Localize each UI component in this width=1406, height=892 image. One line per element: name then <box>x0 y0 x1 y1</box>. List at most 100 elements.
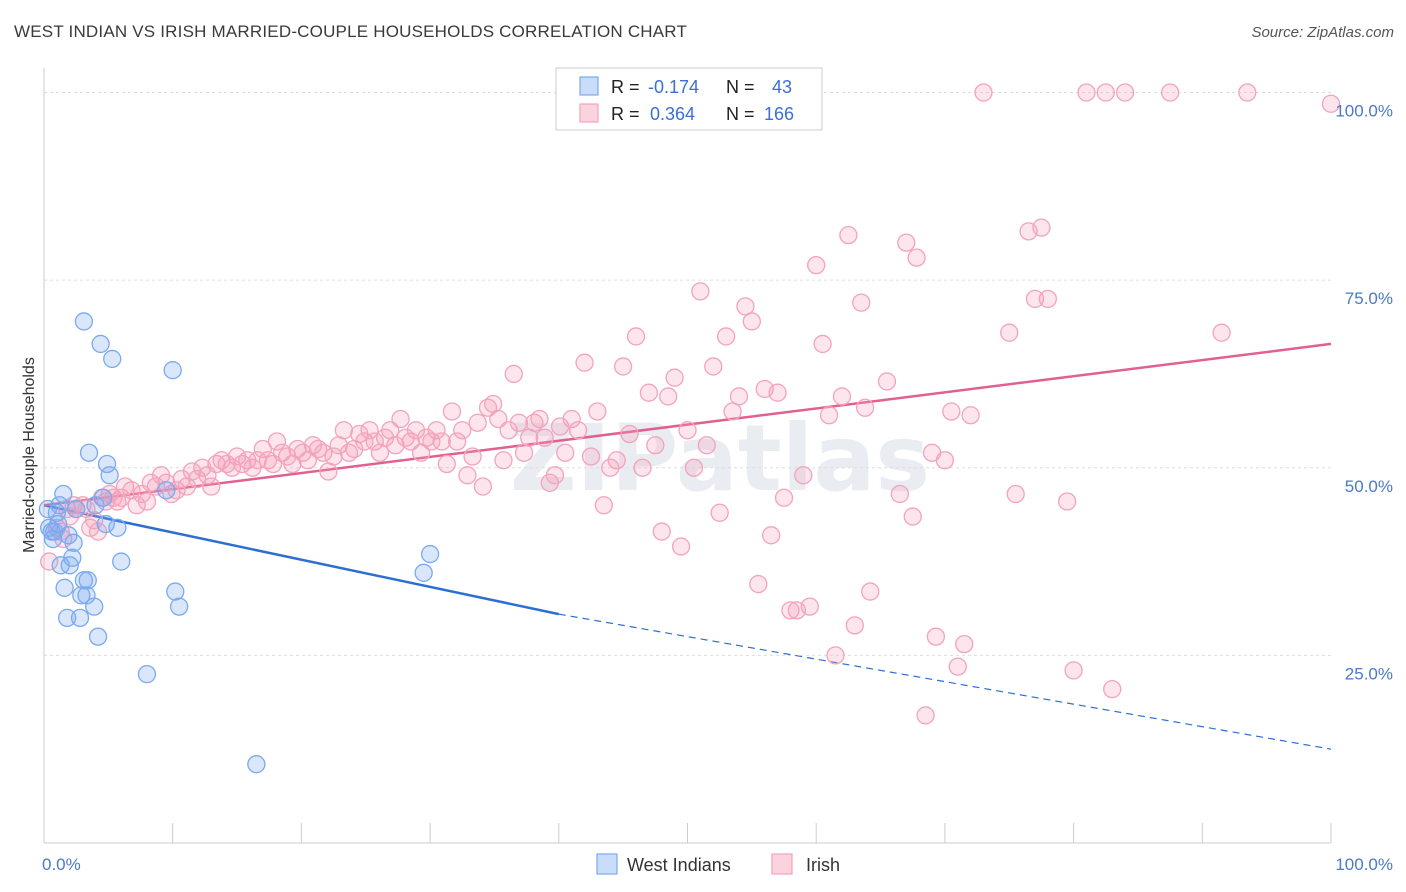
point-irish <box>432 432 451 451</box>
point-irish <box>749 574 768 594</box>
point-irish <box>955 634 974 654</box>
point-irish <box>253 439 272 459</box>
stats-r-value-2: 0.364 <box>650 104 695 124</box>
point-irish <box>535 428 554 447</box>
y-tick-label-100: 100.0% <box>1335 102 1393 121</box>
point-irish <box>267 432 287 451</box>
axes <box>43 68 1332 844</box>
point-irish <box>665 368 684 387</box>
point-irish <box>1000 323 1019 342</box>
point-irish <box>447 432 467 451</box>
point-irish <box>907 248 926 267</box>
point-irish <box>877 372 897 391</box>
point-irish <box>545 466 565 485</box>
point-irish <box>678 421 697 440</box>
point-irish <box>556 443 575 462</box>
point-irish <box>1321 94 1341 113</box>
point-irish <box>826 646 845 665</box>
point-irish <box>1064 661 1083 680</box>
point-irish <box>633 458 652 477</box>
point-west-indians <box>74 312 94 331</box>
legend-label-west-indians: West Indians <box>627 855 731 875</box>
point-irish <box>729 387 749 406</box>
point-irish <box>723 402 742 421</box>
point-west-indians <box>72 586 91 605</box>
point-west-indians <box>86 496 105 515</box>
point-irish <box>167 481 186 500</box>
point-irish <box>509 413 529 432</box>
point-irish <box>601 458 620 477</box>
trend-line-west-indians <box>43 504 560 616</box>
point-irish <box>588 402 607 421</box>
point-irish <box>607 451 626 470</box>
point-irish <box>903 507 922 526</box>
point-irish <box>852 293 871 312</box>
point-irish <box>742 312 761 331</box>
point-irish <box>845 616 864 635</box>
point-irish <box>334 421 354 440</box>
point-west-indians <box>157 481 176 500</box>
point-irish <box>839 225 858 245</box>
stats-n-value-2: 166 <box>764 104 794 124</box>
point-irish <box>855 398 875 417</box>
stats-n-label-1: N = <box>726 77 755 97</box>
point-irish <box>614 357 633 376</box>
point-irish <box>1238 83 1257 102</box>
point-irish <box>781 601 800 620</box>
point-irish <box>832 387 852 406</box>
stats-r-label-2: R = <box>611 104 640 124</box>
legend-swatch-irish <box>771 853 793 875</box>
chart-title: WEST INDIAN VS IRISH MARRIED-COUPLE HOUS… <box>14 22 688 41</box>
point-west-indians <box>59 526 78 545</box>
point-irish <box>710 503 729 522</box>
point-west-indians <box>54 484 73 504</box>
point-irish <box>639 383 659 402</box>
point-irish <box>594 496 613 515</box>
point-irish <box>768 383 787 402</box>
point-irish <box>568 421 588 440</box>
y-tick-label-25: 25.0% <box>1345 664 1393 683</box>
point-west-indians <box>67 499 86 519</box>
point-west-indians <box>88 627 108 646</box>
point-irish <box>652 522 671 541</box>
point-irish <box>314 443 333 462</box>
point-irish <box>1077 83 1096 102</box>
point-irish <box>1160 83 1180 102</box>
point-irish <box>39 552 59 571</box>
point-irish <box>659 387 678 406</box>
x-tick-label-100: 100.0% <box>1335 855 1393 874</box>
point-irish <box>406 421 426 440</box>
point-irish <box>473 477 493 496</box>
point-irish <box>684 458 704 477</box>
point-irish <box>365 432 384 451</box>
trend-lines <box>43 342 1332 750</box>
point-west-indians <box>137 664 157 684</box>
source-label: Source: ZipAtlas.com <box>1251 24 1394 41</box>
point-west-indians <box>63 548 82 567</box>
point-west-indians <box>74 571 94 590</box>
point-irish <box>489 409 508 429</box>
stats-r-label-1: R = <box>611 77 640 97</box>
x-tick-label-0: 0.0% <box>42 855 81 874</box>
point-irish <box>88 522 108 541</box>
stats-legend: R = -0.174 N = 43 R = 0.364 N = 166 <box>555 67 823 131</box>
stats-swatch-west-indians <box>579 76 599 96</box>
point-irish <box>1025 289 1045 309</box>
point-west-indians <box>163 361 182 380</box>
point-west-indians <box>38 499 58 519</box>
point-irish <box>800 597 819 616</box>
point-irish <box>1032 218 1051 237</box>
point-west-indians <box>58 608 77 628</box>
point-irish <box>1103 680 1122 699</box>
point-irish <box>453 421 472 440</box>
point-west-indians <box>166 582 185 601</box>
point-west-indians <box>91 334 110 354</box>
point-west-indians <box>100 466 119 485</box>
point-irish <box>774 488 794 507</box>
point-west-indians <box>112 552 131 571</box>
bottom-legend: West Indians Irish <box>596 853 840 875</box>
point-irish <box>974 83 993 102</box>
point-irish <box>1096 83 1115 102</box>
point-west-indians <box>79 443 99 462</box>
point-irish <box>463 447 482 466</box>
